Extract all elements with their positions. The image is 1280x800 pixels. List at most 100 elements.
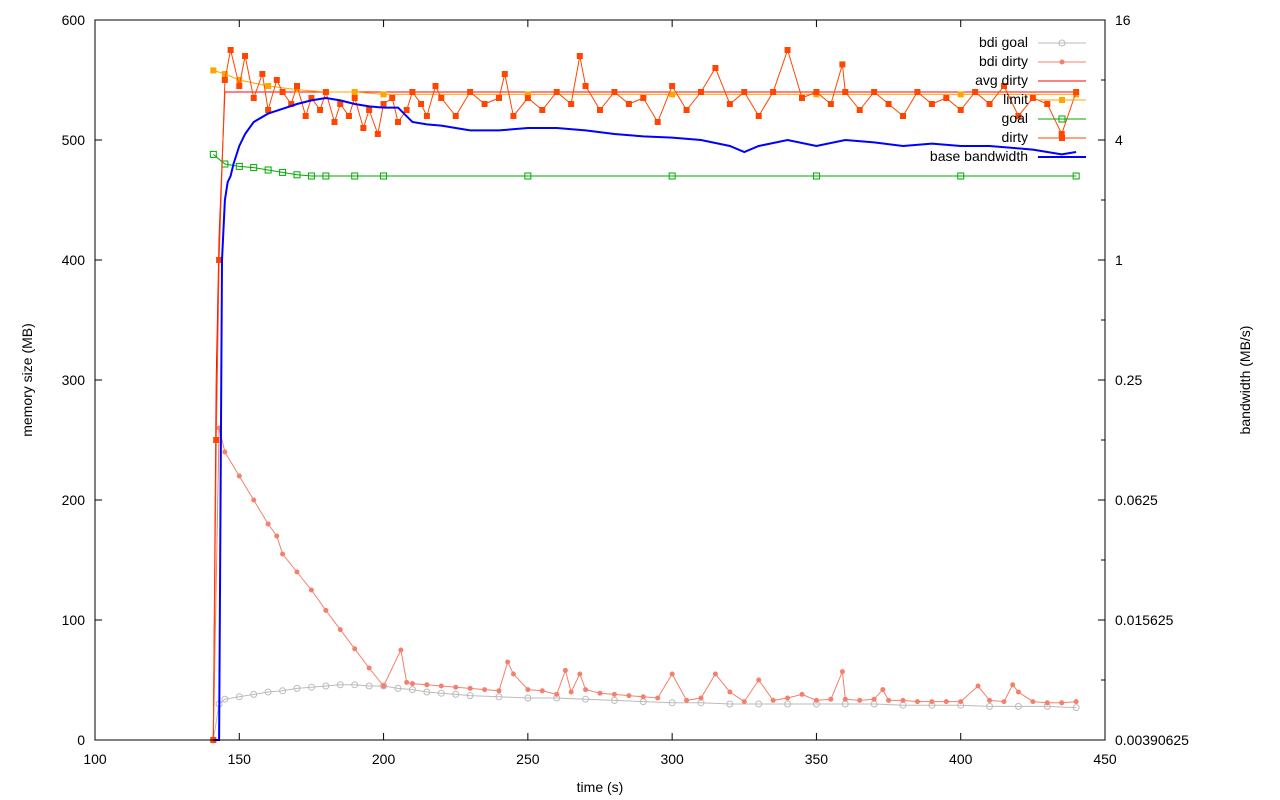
data-point: [293, 684, 301, 692]
data-point: [337, 101, 344, 107]
legend-marker: [1058, 115, 1066, 123]
series-line: [212, 684, 1077, 741]
data-point: [294, 569, 300, 575]
data-point: [288, 101, 295, 107]
data-point: [726, 101, 733, 107]
data-point: [525, 687, 531, 693]
data-point: [307, 683, 315, 691]
data-point: [1058, 131, 1065, 137]
data-point: [583, 687, 589, 693]
data-point: [345, 113, 352, 119]
data-point: [236, 83, 243, 89]
data-point: [264, 688, 272, 696]
data-point: [495, 693, 503, 701]
data-point: [351, 172, 359, 180]
data-point: [957, 107, 964, 113]
data-point: [221, 77, 228, 83]
data-point: [250, 95, 257, 101]
data-point: [972, 89, 979, 95]
data-point: [317, 107, 324, 113]
legend-label: bdi goal: [979, 34, 1028, 50]
data-point: [986, 702, 994, 710]
data-point: [308, 95, 315, 101]
data-point: [929, 699, 935, 705]
data-point: [352, 646, 358, 652]
data-point: [331, 119, 338, 125]
data-point: [351, 89, 358, 95]
data-point: [668, 699, 676, 707]
data-point: [880, 687, 886, 693]
data-point: [1029, 95, 1036, 101]
data-point: [274, 533, 280, 539]
data-point: [684, 697, 690, 703]
data-point: [323, 607, 329, 613]
data-point: [273, 77, 280, 83]
data-point: [302, 113, 309, 119]
data-point: [394, 684, 402, 692]
data-point: [871, 89, 878, 95]
data-point: [466, 692, 474, 700]
data-point: [1001, 83, 1007, 89]
data-point: [322, 172, 330, 180]
data-point: [611, 89, 618, 95]
data-point: [727, 689, 733, 695]
data-point: [539, 688, 545, 694]
data-point: [351, 95, 358, 101]
y-tick-label: 300: [62, 372, 86, 388]
data-point: [510, 113, 517, 119]
data-point: [712, 671, 718, 677]
data-point: [432, 83, 439, 89]
data-point: [280, 551, 286, 557]
legend-label: goal: [1002, 110, 1028, 126]
data-point: [640, 95, 647, 101]
data-point: [453, 684, 459, 690]
data-point: [625, 101, 632, 107]
y2-tick-label: 4: [1115, 132, 1123, 148]
data-point: [1001, 699, 1007, 705]
data-point: [381, 683, 387, 689]
data-point: [785, 695, 791, 701]
y2-tick-label: 0.015625: [1115, 612, 1174, 628]
data-point: [418, 101, 425, 107]
data-point: [264, 166, 272, 174]
data-point: [958, 699, 964, 705]
data-point: [828, 696, 834, 702]
plot-marks: [209, 47, 1080, 744]
data-point: [279, 89, 286, 95]
data-point: [1044, 101, 1051, 107]
data-point: [582, 695, 590, 703]
data-point: [726, 700, 734, 708]
data-point: [380, 172, 388, 180]
data-point: [885, 101, 892, 107]
data-point: [250, 690, 258, 698]
data-point: [611, 691, 617, 697]
data-point: [770, 697, 776, 703]
data-point: [784, 47, 791, 53]
data-point: [812, 172, 820, 180]
data-point: [389, 95, 396, 101]
data-point: [279, 687, 287, 695]
y2-tick-label: 0.0625: [1115, 492, 1158, 508]
data-point: [242, 53, 249, 59]
data-point: [496, 95, 502, 101]
data-point: [423, 688, 431, 696]
data-point: [209, 150, 217, 158]
data-point: [839, 669, 845, 675]
data-point: [756, 677, 762, 683]
data-point: [770, 89, 777, 95]
y2-tick-label: 16: [1115, 12, 1131, 28]
data-point: [365, 682, 373, 690]
legend-label: limit: [1003, 91, 1028, 107]
data-point: [813, 89, 820, 95]
data-point: [1015, 689, 1021, 695]
x-tick-label: 250: [516, 751, 540, 767]
data-point: [374, 131, 381, 137]
data-point: [221, 695, 229, 703]
data-point: [957, 91, 964, 98]
data-point: [839, 61, 846, 68]
series-line: [212, 154, 1077, 177]
data-point: [842, 89, 849, 95]
data-point: [438, 683, 444, 689]
